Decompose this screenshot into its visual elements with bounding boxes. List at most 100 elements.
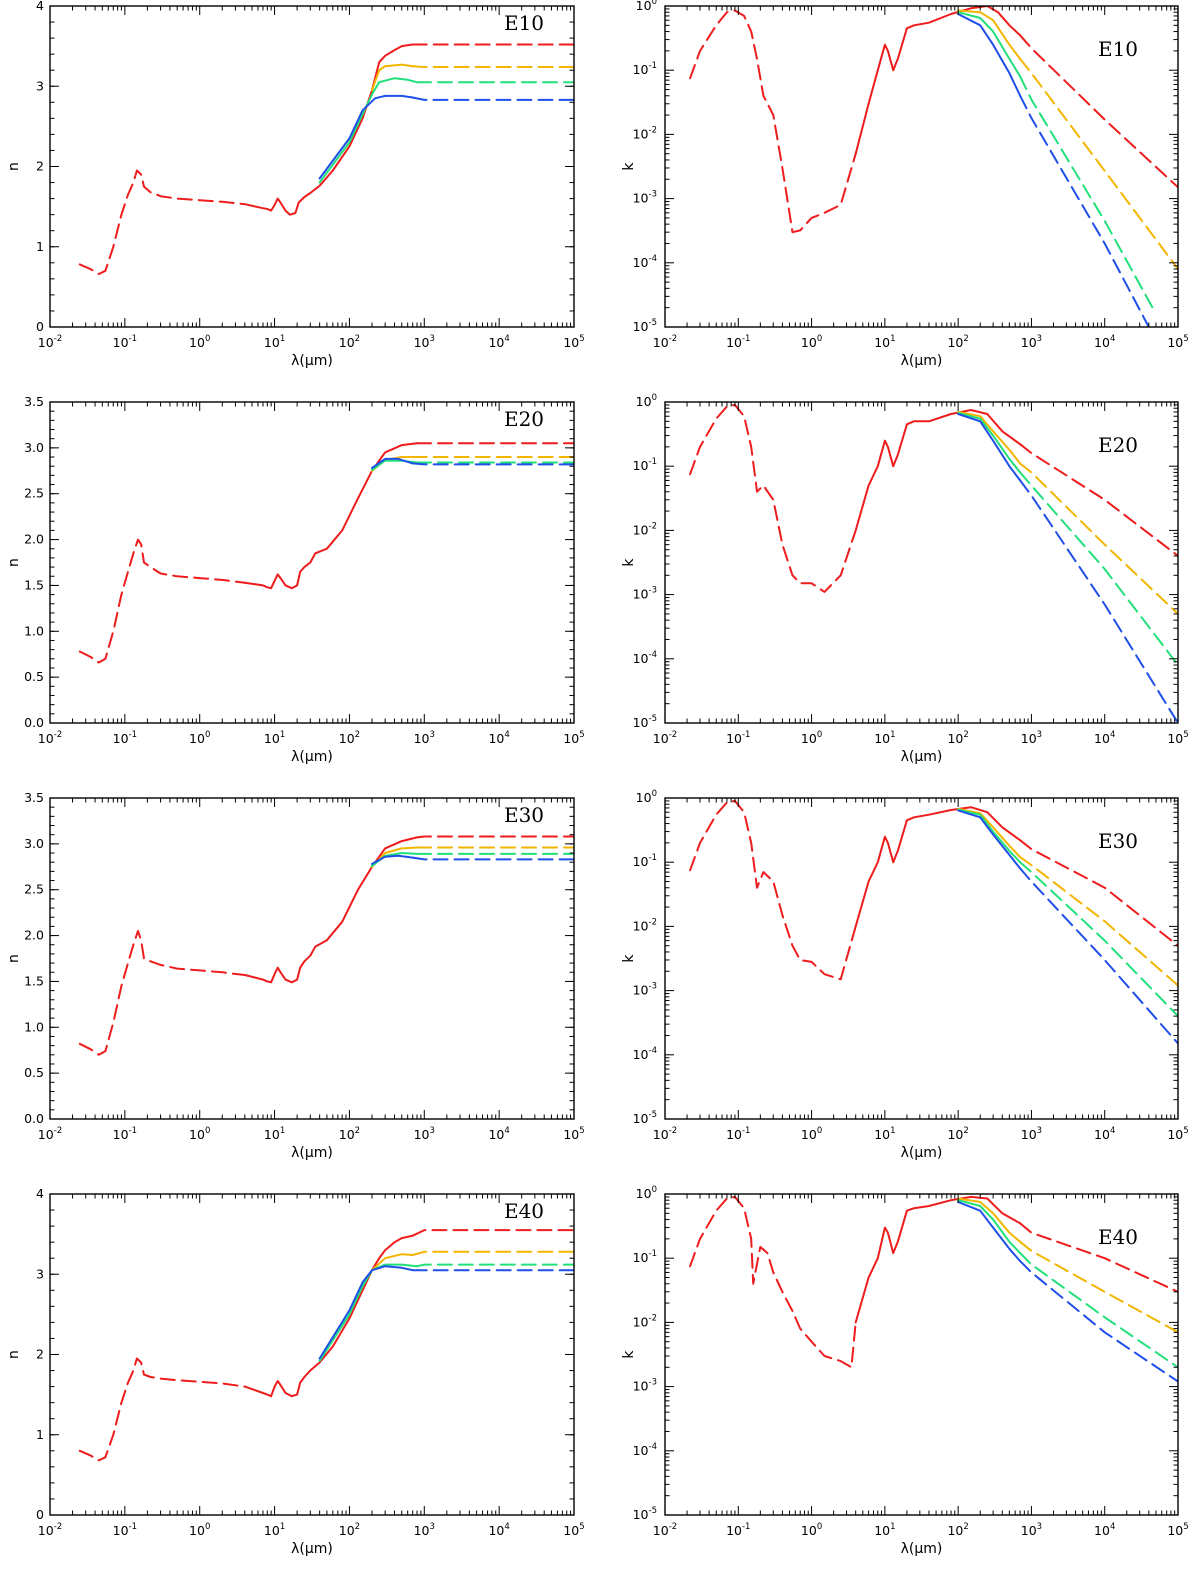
series-green-dashed-line: [1019, 471, 1178, 666]
series-red-solid-line: [243, 43, 414, 216]
x-tick-label: 104: [1094, 334, 1115, 350]
x-tick-label: 100: [801, 730, 822, 746]
y-tick-label: 100: [636, 0, 657, 13]
x-tick-label: 100: [801, 334, 822, 350]
plot-frame: [49, 797, 575, 1120]
panel-E20-k: 10-2 10-1 100 101 102 103 104 105 10-5 10-4 10-3 10…: [621, 393, 1189, 765]
x-tick-label: 104: [488, 730, 509, 746]
x-tick-label: 102: [947, 1126, 968, 1142]
y-tick-label: 100: [636, 789, 657, 805]
x-tick-label: 105: [1167, 1522, 1188, 1538]
x-tick-label: 103: [1021, 1126, 1042, 1142]
y-tick-label: 100: [636, 393, 657, 409]
plot-frame: [49, 1193, 575, 1516]
x-tick-label: 10-2: [38, 730, 62, 746]
series-red-solid-line: [854, 409, 1022, 532]
series-orange-solid-line: [957, 1197, 1022, 1243]
panel-E30-k: 10-2 10-1 100 101 102 103 104 105 10-5 10-4 10-3 10…: [621, 789, 1189, 1161]
x-tick-label: 100: [189, 730, 210, 746]
x-tick-label: 103: [414, 730, 435, 746]
panel-E40-k: 10-2 10-1 100 101 102 103 104 105 10-5 10-4 10-3 10…: [621, 1185, 1189, 1557]
x-tick-label: 103: [414, 1126, 435, 1142]
x-tick-label: 104: [488, 334, 509, 350]
y-tick-label: 3: [36, 78, 44, 93]
y-tick-label: 0.5: [24, 1065, 44, 1080]
x-tick-label: 10-1: [726, 1522, 750, 1538]
y-tick-label: 3.5: [24, 394, 44, 409]
y-tick-label: 0: [36, 1507, 44, 1522]
panel-E30-n: 10-2 10-1 100 101 102 103 104 105 0.0 0.5 1.0 1.5 2.…: [6, 790, 585, 1161]
y-axis-label: k: [621, 954, 637, 963]
y-tick-label: 0.0: [24, 1111, 44, 1126]
panel-annotation: E30: [504, 803, 544, 827]
series-red-solid-line: [243, 1234, 414, 1398]
plot-frame: [664, 401, 1179, 724]
x-tick-label: 101: [874, 334, 895, 350]
series-green-solid-line: [957, 11, 1022, 78]
y-tick-label: 0.5: [24, 669, 44, 684]
y-tick-label: 2: [36, 159, 44, 174]
y-tick-label: 3.5: [24, 790, 44, 805]
x-axis-label: λ(μm): [901, 1145, 943, 1161]
x-tick-label: 105: [563, 1522, 584, 1538]
y-tick-label: 10-4: [633, 1442, 657, 1458]
x-tick-label: 101: [264, 1522, 285, 1538]
series-red-dashed-line: [689, 799, 857, 981]
series-orange-solid-line: [957, 9, 1022, 60]
series-red-dashed-line: [416, 835, 574, 839]
x-tick-label: 101: [874, 730, 895, 746]
x-axis-label: λ(μm): [291, 749, 333, 765]
x-tick-label: 10-2: [38, 1522, 62, 1538]
y-tick-label: 2: [36, 1347, 44, 1362]
x-tick-label: 105: [1167, 1126, 1188, 1142]
x-tick-label: 105: [563, 1126, 584, 1142]
y-axis-label: n: [6, 162, 22, 171]
series-blue-solid-line: [371, 457, 414, 469]
x-tick-label: 104: [488, 1522, 509, 1538]
series-blue-solid-line: [371, 854, 414, 865]
y-tick-label: 1.0: [24, 623, 44, 638]
y-tick-label: 2.0: [24, 532, 44, 547]
y-tick-label: 10-1: [633, 1249, 657, 1265]
x-tick-label: 100: [189, 1126, 210, 1142]
x-tick-label: 10-1: [726, 334, 750, 350]
series-red-dashed-line: [1019, 34, 1178, 189]
y-tick-label: 3.0: [24, 836, 44, 851]
y-tick-label: 0: [36, 319, 44, 334]
panel-annotation: E40: [1098, 1225, 1138, 1249]
y-tick-label: 10-2: [633, 521, 657, 537]
x-tick-label: 101: [874, 1522, 895, 1538]
series-blue-dashed-line: [1019, 867, 1178, 1045]
x-tick-label: 10-1: [113, 334, 137, 350]
series-red-dashed-line: [689, 1195, 857, 1369]
series-red-dashed-line: [689, 403, 857, 593]
series-green-solid-line: [957, 1199, 1022, 1255]
y-tick-label: 10-5: [633, 714, 657, 730]
x-tick-label: 104: [488, 1126, 509, 1142]
series-red-dashed-line: [78, 1357, 246, 1462]
y-axis-label: k: [621, 162, 637, 171]
series-orange-dashed-line: [1019, 57, 1178, 270]
panel-annotation: E40: [504, 1199, 544, 1223]
x-tick-label: 10-1: [113, 1126, 137, 1142]
y-tick-label: 1.0: [24, 1019, 44, 1034]
series-red-dashed-line: [78, 169, 246, 275]
panel-annotation: E10: [504, 11, 544, 35]
x-tick-label: 10-1: [113, 730, 137, 746]
panel-E10-k: 10-2 10-1 100 101 102 103 104 105 10-5 10-4 10-3 10…: [621, 0, 1189, 369]
series-red-dashed-line: [1019, 1222, 1178, 1293]
x-tick-label: 100: [801, 1126, 822, 1142]
y-tick-label: 4: [36, 0, 44, 13]
series-orange-solid-line: [957, 410, 1022, 465]
y-tick-label: 10-5: [633, 1506, 657, 1522]
series-green-dashed-line: [1019, 1252, 1178, 1369]
panel-annotation: E10: [1098, 37, 1138, 61]
y-tick-label: 10-3: [633, 586, 657, 602]
panel-annotation: E20: [504, 407, 544, 431]
x-tick-label: 103: [1021, 1522, 1042, 1538]
series-green-solid-line: [957, 411, 1022, 474]
x-tick-label: 10-2: [653, 1522, 677, 1538]
series-red-solid-line: [243, 442, 418, 590]
x-tick-label: 102: [339, 1126, 360, 1142]
x-tick-label: 103: [414, 334, 435, 350]
